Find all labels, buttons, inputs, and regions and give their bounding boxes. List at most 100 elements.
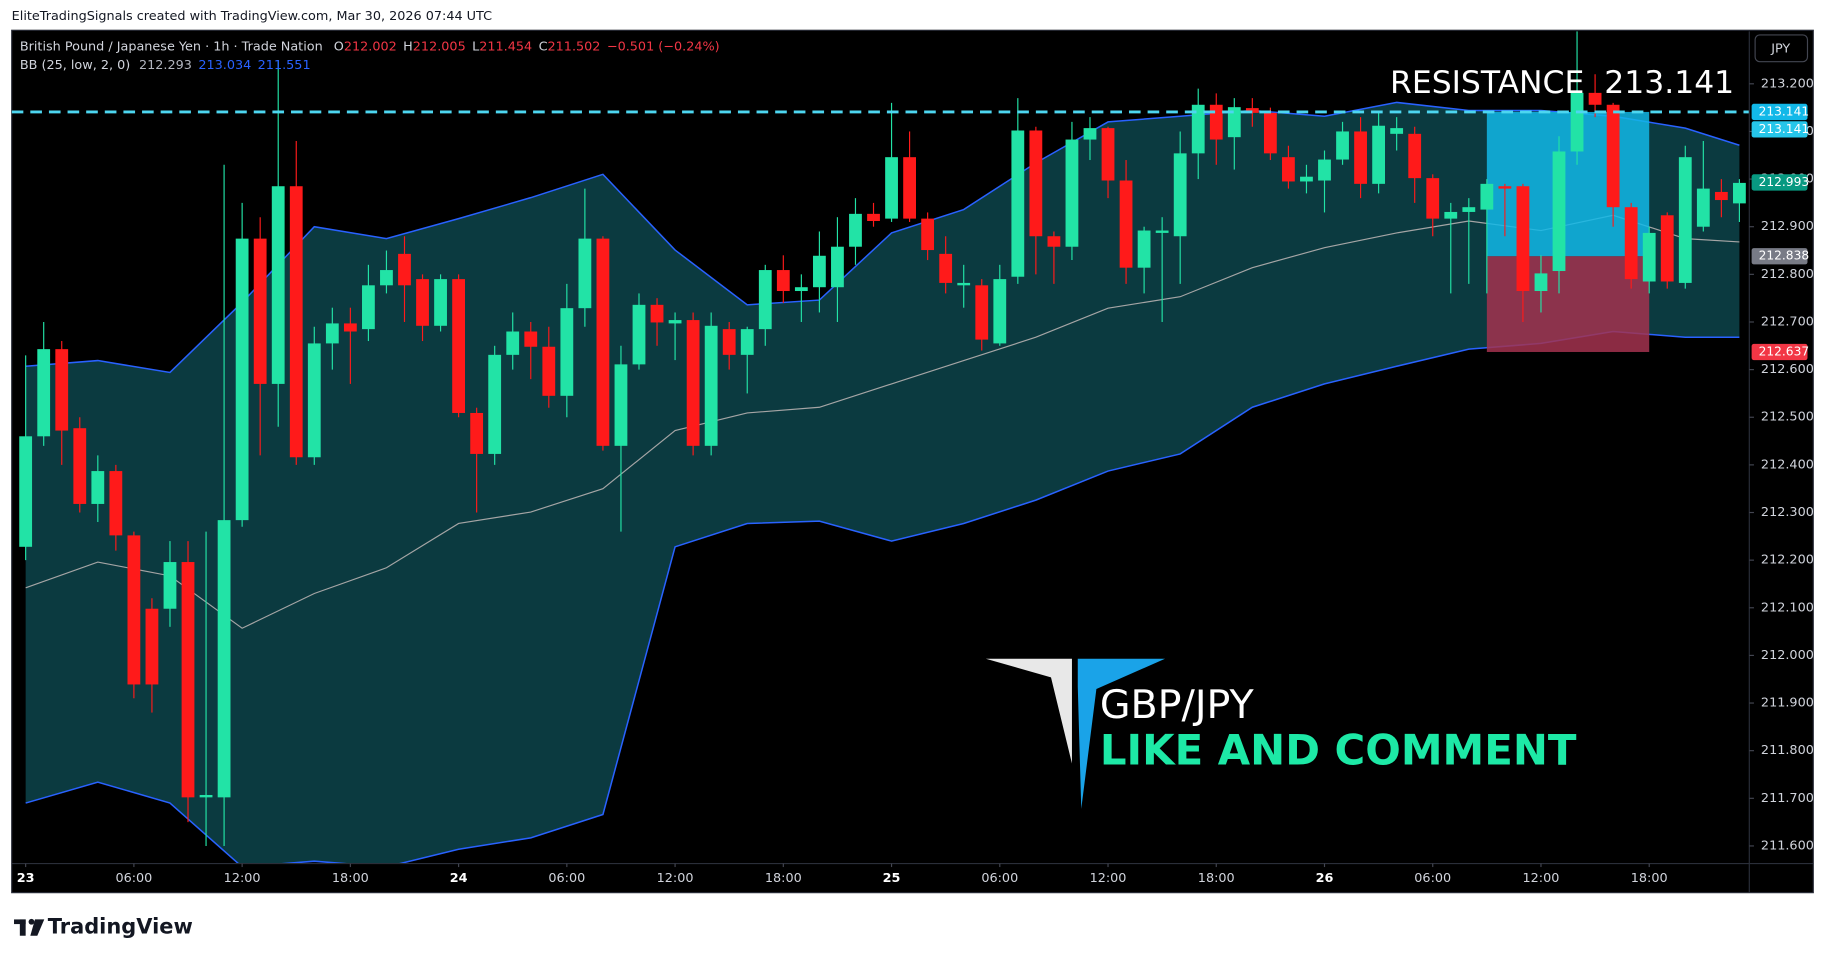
candle-body (1263, 112, 1277, 154)
y-tick-label: 211.800 (1761, 743, 1814, 758)
symbol-title: British Pound / Japanese Yen · 1h · Trad… (20, 39, 323, 54)
price-label: 213.141 (1759, 122, 1810, 136)
candle-body (1624, 207, 1638, 280)
candle-body (704, 325, 718, 446)
candle-body (434, 279, 447, 326)
candle-body (614, 364, 628, 446)
candle-body (1209, 104, 1223, 140)
candle-body (1733, 182, 1746, 204)
candle-body (91, 471, 105, 504)
candle-body (307, 343, 321, 458)
candle-body (812, 255, 826, 288)
candle-body (1119, 180, 1133, 268)
ohlc-change: −0.501 (−0.24%) (607, 39, 720, 54)
ohlc-label: L (472, 39, 480, 54)
candle-body (632, 304, 646, 365)
candle-body (921, 218, 935, 251)
candle-body (903, 157, 916, 219)
x-tick-label: 12:00 (224, 871, 261, 886)
candle-body (289, 186, 303, 458)
candle-body (1390, 128, 1404, 134)
candle-body (1660, 215, 1674, 282)
candle-body (253, 238, 267, 384)
candle-body (650, 304, 664, 323)
candle-body (1480, 183, 1494, 210)
price-label-box (1751, 248, 1808, 265)
candle-body (1101, 128, 1115, 181)
ohlc-value: 211.454 (479, 39, 532, 54)
candle-body (488, 354, 502, 454)
candle-body (37, 349, 51, 437)
candle-body (1714, 191, 1728, 201)
y-tick-label: 212.500 (1761, 410, 1814, 425)
x-tick-label: 12:00 (1090, 871, 1127, 886)
candle-body (668, 320, 682, 324)
candle-body (470, 412, 484, 454)
x-tick-label: 06:00 (981, 871, 1018, 886)
price-label: 213.141 (1759, 104, 1810, 118)
candle-body (181, 562, 195, 798)
indicator-value: 212.293 (139, 58, 192, 73)
cta-annotation: LIKE AND COMMENT (1100, 726, 1577, 775)
y-tick-label: 211.700 (1761, 791, 1814, 806)
candle-body (578, 238, 592, 309)
candle-body (849, 213, 862, 247)
candle-body (993, 279, 1007, 344)
indicator-value: 213.034 (198, 58, 251, 73)
logo-left (985, 658, 1072, 764)
logo-bar (19, 919, 26, 936)
ohlc-label: C (539, 39, 548, 54)
resistance-annotation: RESISTANCE 213.141 (1390, 65, 1734, 101)
candle-body (1462, 207, 1476, 212)
candle-body (19, 436, 33, 547)
ohlc-label: H (403, 39, 413, 54)
candle-body (831, 246, 844, 288)
candle-body (1444, 211, 1458, 219)
plot-area (11, 31, 1750, 864)
candle-body (1642, 232, 1656, 282)
candle-body (686, 320, 700, 446)
candle-body (596, 238, 610, 446)
candle-body (380, 270, 393, 286)
ohlc-label: O (334, 39, 344, 54)
candle-body (1282, 157, 1295, 182)
candle-body (217, 520, 231, 798)
x-tick-label: 25 (883, 871, 901, 886)
y-tick-label: 211.600 (1761, 838, 1814, 853)
logo-dot (28, 918, 35, 925)
legend-ohlc: British Pound / Japanese Yen · 1h · Trad… (20, 39, 720, 54)
candle-body (722, 329, 736, 355)
price-label: 212.838 (1759, 249, 1810, 263)
x-tick-label: 18:00 (1631, 871, 1668, 886)
footer-brand: TradingView (48, 915, 193, 939)
axes: 211.600 211.700 211.800 211.900 212.000 212.1… (17, 76, 1814, 886)
y-tick-label: 212.800 (1761, 267, 1814, 282)
candle-body (1336, 131, 1349, 160)
candle-body (1318, 159, 1331, 181)
candle-body (235, 238, 249, 521)
candle-body (1606, 104, 1620, 208)
currency-button[interactable] (1754, 34, 1809, 63)
x-tick-label: 06:00 (115, 871, 152, 886)
candle-body (271, 186, 285, 384)
candle-body (1155, 230, 1169, 233)
y-tick-label: 212.900 (1761, 219, 1814, 234)
x-tick-label: 18:00 (765, 871, 802, 886)
candle-body (560, 308, 574, 396)
position-profit (1486, 111, 1650, 257)
candle-body (1372, 125, 1386, 184)
x-tick-label: 23 (17, 871, 35, 886)
candle-body (1047, 236, 1061, 247)
candle-body (1408, 133, 1422, 179)
currency-label[interactable]: JPY (1770, 41, 1790, 56)
candle-body (1498, 186, 1512, 189)
candle-body (1570, 92, 1584, 152)
candle-body (1696, 188, 1710, 227)
x-tick-label: 18:00 (332, 871, 369, 886)
candle-body (776, 270, 790, 292)
ohlc-value: 212.005 (413, 39, 466, 54)
position-loss (1486, 256, 1650, 352)
candle-body (506, 331, 520, 355)
candle-body (1354, 131, 1367, 184)
